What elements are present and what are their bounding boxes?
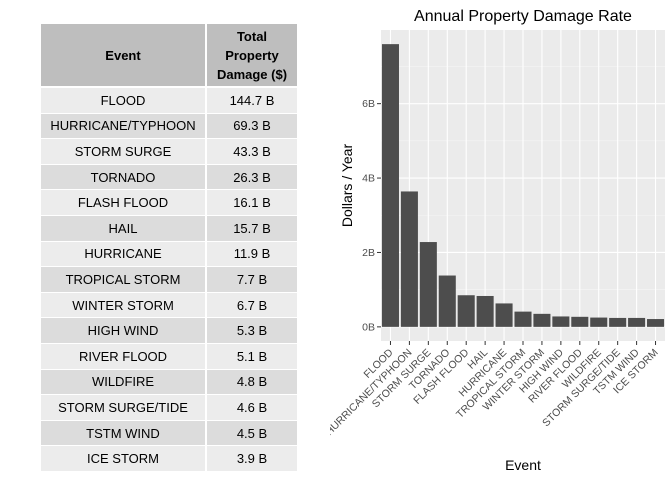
table-row: FLOOD 144.7 B xyxy=(41,86,297,114)
damage-cell: 11.9 B xyxy=(206,240,297,267)
damage-cell: 26.3 B xyxy=(206,163,297,190)
event-cell: ICE STORM xyxy=(41,445,207,471)
damage-table: Event Total Property Damage ($) FLOOD 144… xyxy=(41,24,297,471)
bar-flood xyxy=(381,44,399,327)
header-line: Damage ($) xyxy=(216,66,288,82)
header-line: Total xyxy=(236,28,268,44)
bar-storm-surge xyxy=(419,242,437,327)
table-row: FLASH FLOOD 16.1 B xyxy=(41,189,297,216)
event-cell: HURRICANE/TYPHOON xyxy=(41,112,207,139)
y-tick-label: 2B xyxy=(362,247,375,259)
event-cell: WILDFIRE xyxy=(41,368,207,395)
event-cell: STORM SURGE/TIDE xyxy=(41,394,207,421)
event-cell: HAIL xyxy=(41,214,207,242)
table-row: RIVER FLOOD 5.1 B xyxy=(41,342,297,370)
damage-cell: 3.9 B xyxy=(206,445,297,471)
header-total-property-damage: Total Property Damage ($) xyxy=(206,24,297,88)
damage-cell: 16.1 B xyxy=(206,189,297,216)
damage-cell: 4.8 B xyxy=(206,368,297,395)
damage-cell: 6.7 B xyxy=(206,291,297,318)
damage-cell: 4.6 B xyxy=(206,394,297,421)
bar-storm-surge-tide xyxy=(609,317,627,327)
event-cell: RIVER FLOOD xyxy=(41,342,207,370)
y-axis-label: Dollars / Year xyxy=(339,144,355,228)
table-body: FLOOD 144.7 B HURRICANE/TYPHOON 69.3 B STORM… xyxy=(41,86,297,471)
damage-cell: 5.3 B xyxy=(206,317,297,344)
x-axis-label: Event xyxy=(505,457,541,473)
event-cell: FLOOD xyxy=(41,86,207,114)
bar-tropical-storm xyxy=(514,311,532,327)
bar-tstm-wind xyxy=(628,317,646,327)
y-tick-label: 0B xyxy=(362,321,375,333)
event-cell: TORNADO xyxy=(41,163,207,190)
bar-hail xyxy=(476,295,494,327)
table-row: HAIL 15.7 B xyxy=(41,214,297,242)
y-tick-label: 6B xyxy=(362,98,375,110)
damage-cell: 7.7 B xyxy=(206,266,297,293)
bar-ice-storm xyxy=(647,319,665,327)
damage-cell: 5.1 B xyxy=(206,342,297,370)
damage-cell: 69.3 B xyxy=(206,112,297,139)
table-row: HURRICANE/TYPHOON 69.3 B xyxy=(41,112,297,139)
event-cell: TROPICAL STORM xyxy=(41,266,207,293)
event-cell: TSTM WIND xyxy=(41,419,207,446)
bar-river-flood xyxy=(571,316,589,327)
table-row: STORM SURGE/TIDE 4.6 B xyxy=(41,394,297,421)
header-line: Property xyxy=(225,47,279,63)
bar-flash-flood xyxy=(457,295,475,327)
damage-cell: 4.5 B xyxy=(206,419,297,446)
table-row: ICE STORM 3.9 B xyxy=(41,445,297,471)
header-event: Event xyxy=(41,24,207,88)
damage-cell: 43.3 B xyxy=(206,138,297,165)
event-cell: HURRICANE xyxy=(41,240,207,267)
bar-high-wind xyxy=(552,316,570,327)
table-row: STORM SURGE 43.3 B xyxy=(41,138,297,165)
table-row: TSTM WIND 4.5 B xyxy=(41,419,297,446)
damage-table-container: Event Total Property Damage ($) FLOOD 144… xyxy=(41,24,297,471)
y-tick-label: 4B xyxy=(362,173,375,185)
table-row: WILDFIRE 4.8 B xyxy=(41,368,297,395)
table-row: TROPICAL STORM 7.7 B xyxy=(41,266,297,293)
table-row: HURRICANE 11.9 B xyxy=(41,240,297,267)
table-row: WINTER STORM 6.7 B xyxy=(41,291,297,318)
chart-title: Annual Property Damage Rate xyxy=(414,8,632,25)
event-cell: HIGH WIND xyxy=(41,317,207,344)
bar-hurricane xyxy=(495,303,513,327)
damage-cell: 15.7 B xyxy=(206,214,297,242)
bar-winter-storm xyxy=(533,313,551,327)
table-row: TORNADO 26.3 B xyxy=(41,163,297,190)
bar-tornado xyxy=(438,275,456,327)
event-cell: WINTER STORM xyxy=(41,291,207,318)
bar-wildfire xyxy=(590,317,608,327)
table-row: HIGH WIND 5.3 B xyxy=(41,317,297,344)
table-header-row: Event Total Property Damage ($) xyxy=(41,24,297,88)
damage-cell: 144.7 B xyxy=(206,86,297,114)
event-cell: STORM SURGE xyxy=(41,138,207,165)
bar-hurricane-typhoon xyxy=(400,191,418,327)
event-cell: FLASH FLOOD xyxy=(41,189,207,216)
